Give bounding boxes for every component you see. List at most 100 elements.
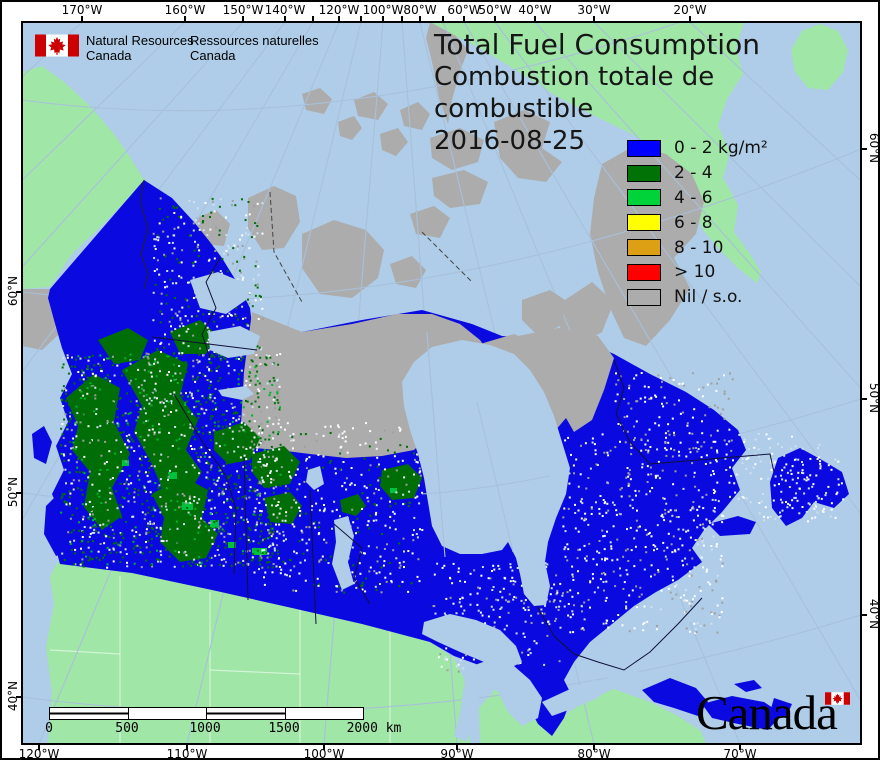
map-date: 2016-08-25 — [434, 126, 586, 156]
legend-item-label: Nil / s.o. — [674, 287, 743, 308]
map-title-en: Total Fuel Consumption — [434, 28, 760, 61]
legend-item: 0 - 2 kg/m² — [627, 136, 768, 161]
qc-nl-border — [613, 359, 775, 473]
axis-label-right: 40°N — [867, 598, 880, 630]
lake-superior — [422, 614, 522, 670]
axis-label-bottom: 90°W — [440, 747, 474, 760]
axis-label-right: 50°N — [867, 382, 880, 414]
legend-item-label: 2 - 4 — [674, 163, 713, 184]
lake-athabasca — [218, 386, 254, 400]
legend-item: > 10 — [627, 260, 768, 285]
map-frame — [21, 21, 862, 745]
scale-segment — [206, 708, 285, 719]
scale-segment — [128, 708, 206, 719]
legend-item-label: 8 - 10 — [674, 237, 724, 258]
new-brunswick — [642, 678, 708, 716]
graticule-over — [421, 331, 550, 558]
usa-east — [538, 689, 706, 744]
legend-swatch — [627, 214, 661, 232]
axis-ticks — [16, 16, 867, 750]
axis-label-top: 20°W — [673, 3, 707, 17]
legend: 0 - 2 kg/m² 2 - 4 4 - 6 6 - 8 8 - 10 > 10 Nil … — [627, 136, 768, 310]
vancouver-island — [44, 492, 82, 556]
axis-label-top: 120°W — [318, 3, 360, 17]
fuel-data-green — [66, 320, 422, 562]
axis-label-top: 140°W — [264, 3, 306, 17]
nova-scotia — [702, 696, 782, 730]
legend-item-label: > 10 — [674, 262, 716, 283]
lake-erie — [542, 680, 612, 716]
axis-label-left: 50°N — [6, 476, 20, 508]
legend-swatch — [627, 139, 661, 157]
newfoundland — [770, 448, 849, 526]
axis-label-top: 160°W — [164, 3, 206, 17]
scale-tick-label: 500 — [115, 721, 139, 736]
legend-item: 4 - 6 — [627, 186, 768, 211]
axis-label-bottom: 110°W — [166, 747, 208, 760]
axis-label-bottom: 80°W — [577, 747, 611, 760]
lake-michigan — [454, 666, 480, 742]
pei — [734, 680, 762, 692]
axis-label-left: 40°N — [6, 680, 20, 712]
axis-label-top: 80°W — [403, 3, 437, 17]
great-bear-lake — [190, 272, 246, 314]
axis-label-top: 50°W — [478, 3, 512, 17]
lake-ontario — [598, 658, 642, 678]
victoria-island — [302, 220, 384, 298]
legend-item: 8 - 10 — [627, 235, 768, 260]
lake-huron — [472, 658, 542, 726]
political-borders — [139, 179, 775, 671]
axis-label-right: 60°N — [867, 132, 880, 164]
scale-tick-label: 2000 km — [346, 721, 402, 736]
scale-segment — [285, 708, 363, 719]
anticosti — [708, 516, 756, 536]
banks-island — [248, 186, 300, 250]
on-qc-border — [536, 597, 703, 671]
scale-segment — [50, 708, 128, 719]
scale-tick-label: 1000 — [189, 721, 221, 736]
legend-item: Nil / s.o. — [627, 285, 768, 310]
legend-swatch — [627, 164, 661, 182]
lake-winnipeg — [332, 516, 354, 590]
bc-ab-border — [173, 393, 237, 575]
legend-item: 2 - 4 — [627, 161, 768, 186]
axis-label-top: 150°W — [222, 3, 264, 17]
logo-fr-line2: Canada — [190, 48, 236, 63]
logo-text-french: Ressources naturelles Canada — [190, 33, 319, 63]
logo-en-line2: Canada — [86, 48, 132, 63]
greenland-west-fringe — [426, 22, 468, 124]
logo-en-line1: Natural Resources — [86, 33, 194, 48]
melville-peninsula — [522, 290, 568, 336]
axis-label-top: 60°W — [447, 3, 481, 17]
legend-item: 6 - 8 — [627, 210, 768, 235]
legend-swatch — [627, 239, 661, 257]
scale-tick-label: 0 — [45, 721, 53, 736]
logo-fr-line1: Ressources naturelles — [190, 33, 319, 48]
axis-label-bottom: 70°W — [723, 747, 757, 760]
fuel-data-green-bright — [122, 460, 397, 555]
devon-island — [430, 128, 484, 170]
alaska-yukon-border — [139, 179, 149, 290]
reindeer-lake — [306, 466, 324, 490]
haida-gwaii — [32, 426, 52, 464]
canada-wordmark: Canada — [696, 685, 838, 740]
legend-item-label: 4 - 6 — [674, 187, 713, 208]
raster-speckle-noise — [60, 197, 845, 674]
scale-bar — [49, 707, 364, 720]
logo-text-english: Natural Resources Canada — [86, 33, 194, 63]
canada-flag-icon — [35, 34, 79, 57]
legend-item-label: 0 - 2 kg/m² — [674, 138, 768, 159]
wordmark-flag-icon — [825, 692, 850, 705]
ab-sk-border — [243, 456, 249, 601]
axis-label-top: 30°W — [577, 3, 611, 17]
legend-swatch — [627, 263, 661, 281]
legend-swatch — [627, 288, 661, 306]
usa-west — [46, 562, 470, 744]
axis-label-top: 40°W — [518, 3, 552, 17]
map-title-fr: Combustion totale de combustible — [434, 62, 715, 124]
axis-label-top: 170°W — [61, 3, 103, 17]
scale-tick-label: 1500 — [268, 721, 300, 736]
greenland — [430, 22, 761, 283]
ellesmere — [494, 110, 562, 182]
